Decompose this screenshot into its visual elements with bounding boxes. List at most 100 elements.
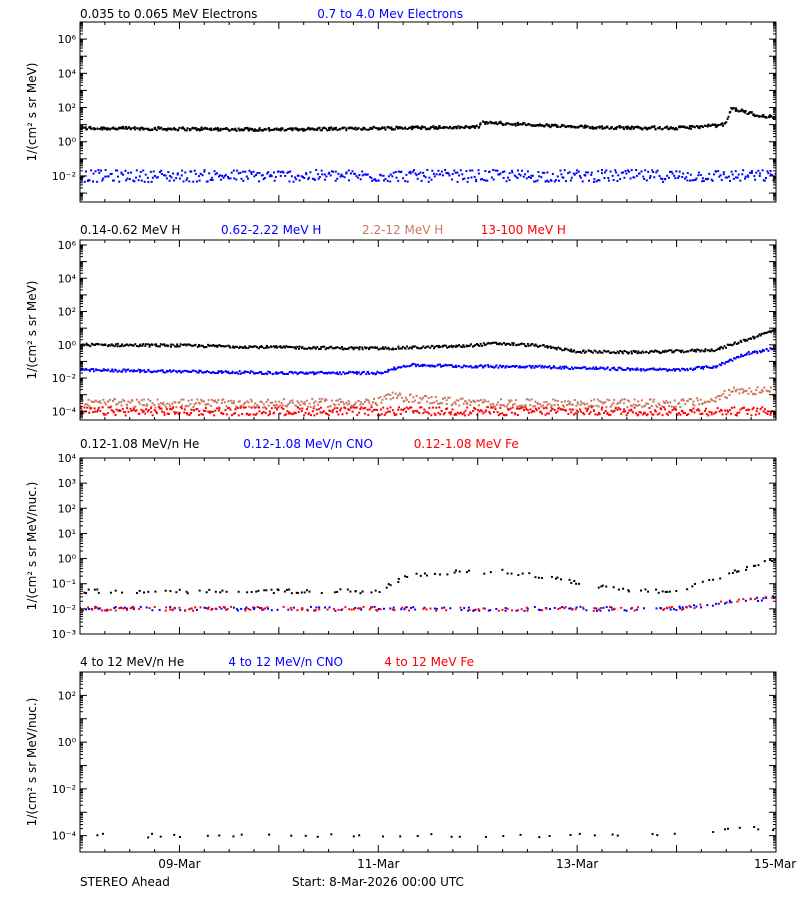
data-point: [553, 606, 556, 609]
data-point: [115, 369, 118, 372]
data-point: [215, 344, 218, 347]
data-point: [772, 595, 775, 598]
data-point: [520, 366, 523, 369]
data-point: [405, 606, 408, 609]
data-point: [437, 344, 440, 347]
data-point: [399, 413, 402, 416]
data-point: [579, 351, 582, 354]
data-point: [474, 178, 477, 181]
data-point: [749, 597, 752, 600]
data-point: [415, 174, 418, 177]
data-point: [524, 406, 527, 409]
data-point: [135, 409, 138, 412]
data-point: [626, 406, 629, 409]
data-point: [524, 173, 527, 176]
data-point: [294, 371, 297, 374]
data-point: [643, 369, 646, 372]
data-point: [353, 172, 356, 175]
data-point: [262, 372, 265, 375]
data-point: [534, 407, 537, 410]
data-point: [251, 128, 254, 131]
data-point: [770, 115, 773, 118]
data-point: [492, 405, 495, 408]
data-point: [347, 372, 350, 375]
data-point: [430, 178, 433, 181]
data-point: [605, 606, 608, 609]
data-point: [748, 387, 751, 390]
data-point: [617, 174, 620, 177]
data-point: [578, 582, 581, 585]
data-point: [319, 370, 322, 373]
data-point: [575, 172, 578, 175]
data-point: [291, 127, 294, 130]
data-point: [662, 608, 665, 611]
data-point: [256, 346, 259, 349]
data-point: [689, 173, 692, 176]
data-point: [381, 398, 384, 401]
data-point: [494, 408, 497, 411]
data-point: [470, 176, 473, 179]
data-point: [763, 115, 766, 118]
data-point: [699, 367, 702, 370]
data-point: [741, 387, 744, 390]
data-point: [750, 111, 753, 114]
data-point: [115, 127, 118, 130]
data-point: [170, 128, 173, 131]
data-point: [252, 608, 255, 611]
data-point: [336, 407, 339, 410]
data-point: [229, 408, 232, 411]
data-point: [701, 126, 704, 129]
data-point: [572, 367, 575, 370]
data-point: [500, 398, 503, 401]
data-point: [734, 413, 737, 416]
data-point: [513, 365, 516, 368]
data-point: [86, 128, 89, 131]
data-point: [272, 345, 275, 348]
data-point: [341, 413, 344, 416]
data-point: [586, 402, 589, 405]
data-point: [112, 370, 115, 373]
legend-label: 0.12-1.08 MeV/n He: [80, 437, 199, 451]
data-point: [277, 589, 280, 592]
y-tick-label: 10²: [58, 102, 76, 115]
data-point: [433, 345, 436, 348]
data-point: [192, 609, 195, 612]
data-point: [492, 411, 495, 414]
data-point: [619, 401, 622, 404]
data-point: [633, 398, 636, 401]
data-point: [569, 607, 572, 610]
data-point: [141, 411, 144, 414]
data-point: [501, 343, 504, 346]
data-point: [491, 341, 494, 344]
data-point: [109, 608, 112, 611]
data-point: [284, 174, 287, 177]
data-point: [554, 366, 557, 369]
data-point: [597, 586, 600, 589]
data-point: [405, 345, 408, 348]
data-point: [208, 588, 211, 591]
data-point: [87, 179, 90, 182]
data-point: [250, 400, 253, 403]
data-point: [482, 179, 485, 182]
data-point: [392, 348, 395, 351]
data-point: [490, 406, 493, 409]
data-point: [763, 560, 766, 563]
data-point: [444, 344, 447, 347]
data-point: [198, 410, 201, 413]
data-point: [314, 400, 317, 403]
data-point: [635, 404, 638, 407]
data-point: [689, 398, 692, 401]
data-point: [358, 607, 361, 610]
data-point: [462, 411, 465, 414]
data-point: [556, 175, 559, 178]
data-point: [721, 413, 724, 416]
data-point: [600, 408, 603, 411]
data-point: [423, 572, 426, 575]
data-point: [83, 368, 86, 371]
data-point: [714, 396, 717, 399]
data-point: [295, 405, 298, 408]
data-point: [186, 127, 189, 130]
data-point: [448, 345, 451, 348]
data-point: [173, 179, 176, 182]
data-point: [589, 367, 592, 370]
